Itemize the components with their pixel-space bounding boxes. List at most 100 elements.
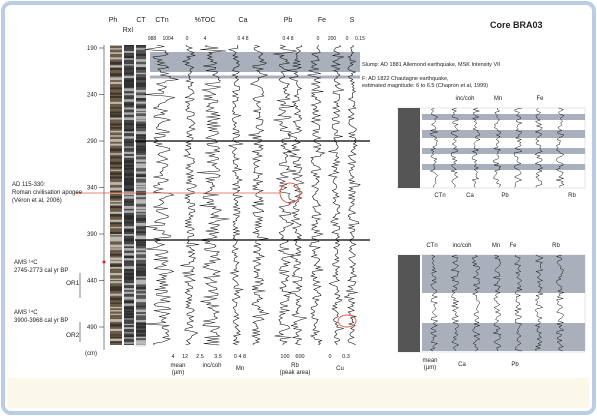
core-lamina (110, 88, 122, 90)
core-lamina (110, 273, 122, 275)
core-lamina (110, 107, 122, 108)
core-lamina (136, 73, 146, 74)
core-lamina (110, 232, 122, 234)
depth-tick-label: 290 (87, 139, 98, 145)
core-lamina (124, 226, 134, 228)
inset-label: inc/coh (455, 96, 474, 102)
top-scale: 0.15 (355, 36, 365, 42)
inset-label: CTn (426, 243, 437, 249)
top-scale: 1004 (162, 36, 173, 42)
core-lamina (124, 83, 134, 85)
core-lamina (124, 136, 134, 138)
column-header: CT (136, 17, 146, 24)
core-lamina (136, 148, 146, 151)
core-lamina (124, 165, 134, 167)
f-note: estimated magnitude: 6 to 6.5 (Chapron e… (362, 83, 488, 89)
column-header: Ca (239, 17, 248, 24)
core-lamina (110, 264, 122, 266)
core-lamina (124, 217, 134, 219)
core-lamina (110, 286, 122, 289)
core-lamina (136, 213, 146, 214)
inset-label: (µm) (424, 365, 436, 371)
core-lamina (110, 307, 122, 308)
inset-label: Fe (509, 243, 517, 249)
core-lamina (110, 127, 122, 129)
core-lamina (110, 298, 122, 301)
core-lamina (110, 279, 122, 280)
core-lamina (124, 253, 134, 256)
core-lamina (124, 68, 134, 69)
core-lamina (124, 141, 134, 142)
core-lamina (136, 258, 146, 260)
top-scale: 0 4 8 (282, 36, 293, 42)
bottom-label: mean (170, 363, 185, 369)
core-lamina (110, 135, 122, 136)
core-lamina (124, 260, 134, 261)
core-lamina (136, 309, 146, 312)
core-lamina (136, 186, 146, 188)
bottom-label: (µm) (172, 370, 184, 376)
inset-label: inc/coh (452, 243, 471, 249)
core-lamina (136, 177, 146, 179)
core-lamina (136, 131, 146, 134)
core-lamina (110, 82, 122, 84)
core-lamina (110, 201, 122, 202)
core-lamina (136, 273, 146, 275)
core-lamina (110, 303, 122, 304)
core-lamina (124, 147, 134, 148)
bottom-label: Cu (336, 366, 344, 372)
core-lamina (110, 139, 122, 142)
core-lamina (110, 196, 122, 198)
core-lamina (124, 201, 134, 202)
core-lamina (136, 301, 146, 302)
core-lamina (124, 318, 134, 319)
figure: Core BRA03 190240290340390440490(cm)PhRx… (0, 0, 597, 416)
core-lamina (124, 64, 134, 65)
core-lamina (136, 67, 146, 69)
core-lamina (124, 239, 134, 242)
top-scale: 0 (346, 36, 349, 42)
core-lamina (110, 234, 122, 235)
core-lamina (110, 65, 122, 67)
core-lamina (110, 261, 122, 263)
core-lamina (124, 279, 134, 280)
depth-tick-label: 340 (87, 186, 98, 192)
core-lamina (110, 162, 122, 165)
roman-note: (Véron et al, 2006) (12, 198, 62, 204)
core-lamina (110, 77, 122, 80)
core-lamina (110, 289, 122, 291)
core-lamina (110, 62, 122, 65)
core-lamina (110, 157, 122, 159)
core-lamina (110, 144, 122, 146)
core-lamina (124, 117, 134, 120)
core-lamina (110, 257, 122, 260)
core-lamina (136, 223, 146, 226)
depth-tick-label: 440 (87, 279, 98, 285)
column-header: Pb (284, 17, 293, 24)
bottom-scale: 2.5 (196, 354, 204, 360)
core-lamina (136, 277, 146, 278)
core-lamina (136, 146, 146, 148)
core-lamina (110, 57, 122, 59)
core-lamina (110, 220, 122, 222)
core-lamina (136, 231, 146, 233)
core-lamina (136, 264, 146, 266)
core-lamina (136, 151, 146, 152)
core-lamina (124, 269, 134, 270)
core-lamina (136, 248, 146, 250)
core-lamina (136, 242, 146, 244)
core-lamina (124, 313, 134, 315)
or-label: OR2 (66, 332, 80, 339)
core-lamina (124, 73, 134, 74)
bottom-label: Rb (291, 363, 299, 369)
core-lamina (110, 214, 122, 217)
core-lamina (136, 334, 146, 336)
title: Core BRA03 (490, 20, 543, 30)
core-lamina (124, 332, 134, 333)
inset-label: Rb (568, 193, 576, 199)
core-lamina (124, 324, 134, 325)
core-lamina (136, 83, 146, 86)
core-lamina (110, 131, 122, 133)
core-lamina (136, 201, 146, 203)
core-lamina (110, 68, 122, 70)
